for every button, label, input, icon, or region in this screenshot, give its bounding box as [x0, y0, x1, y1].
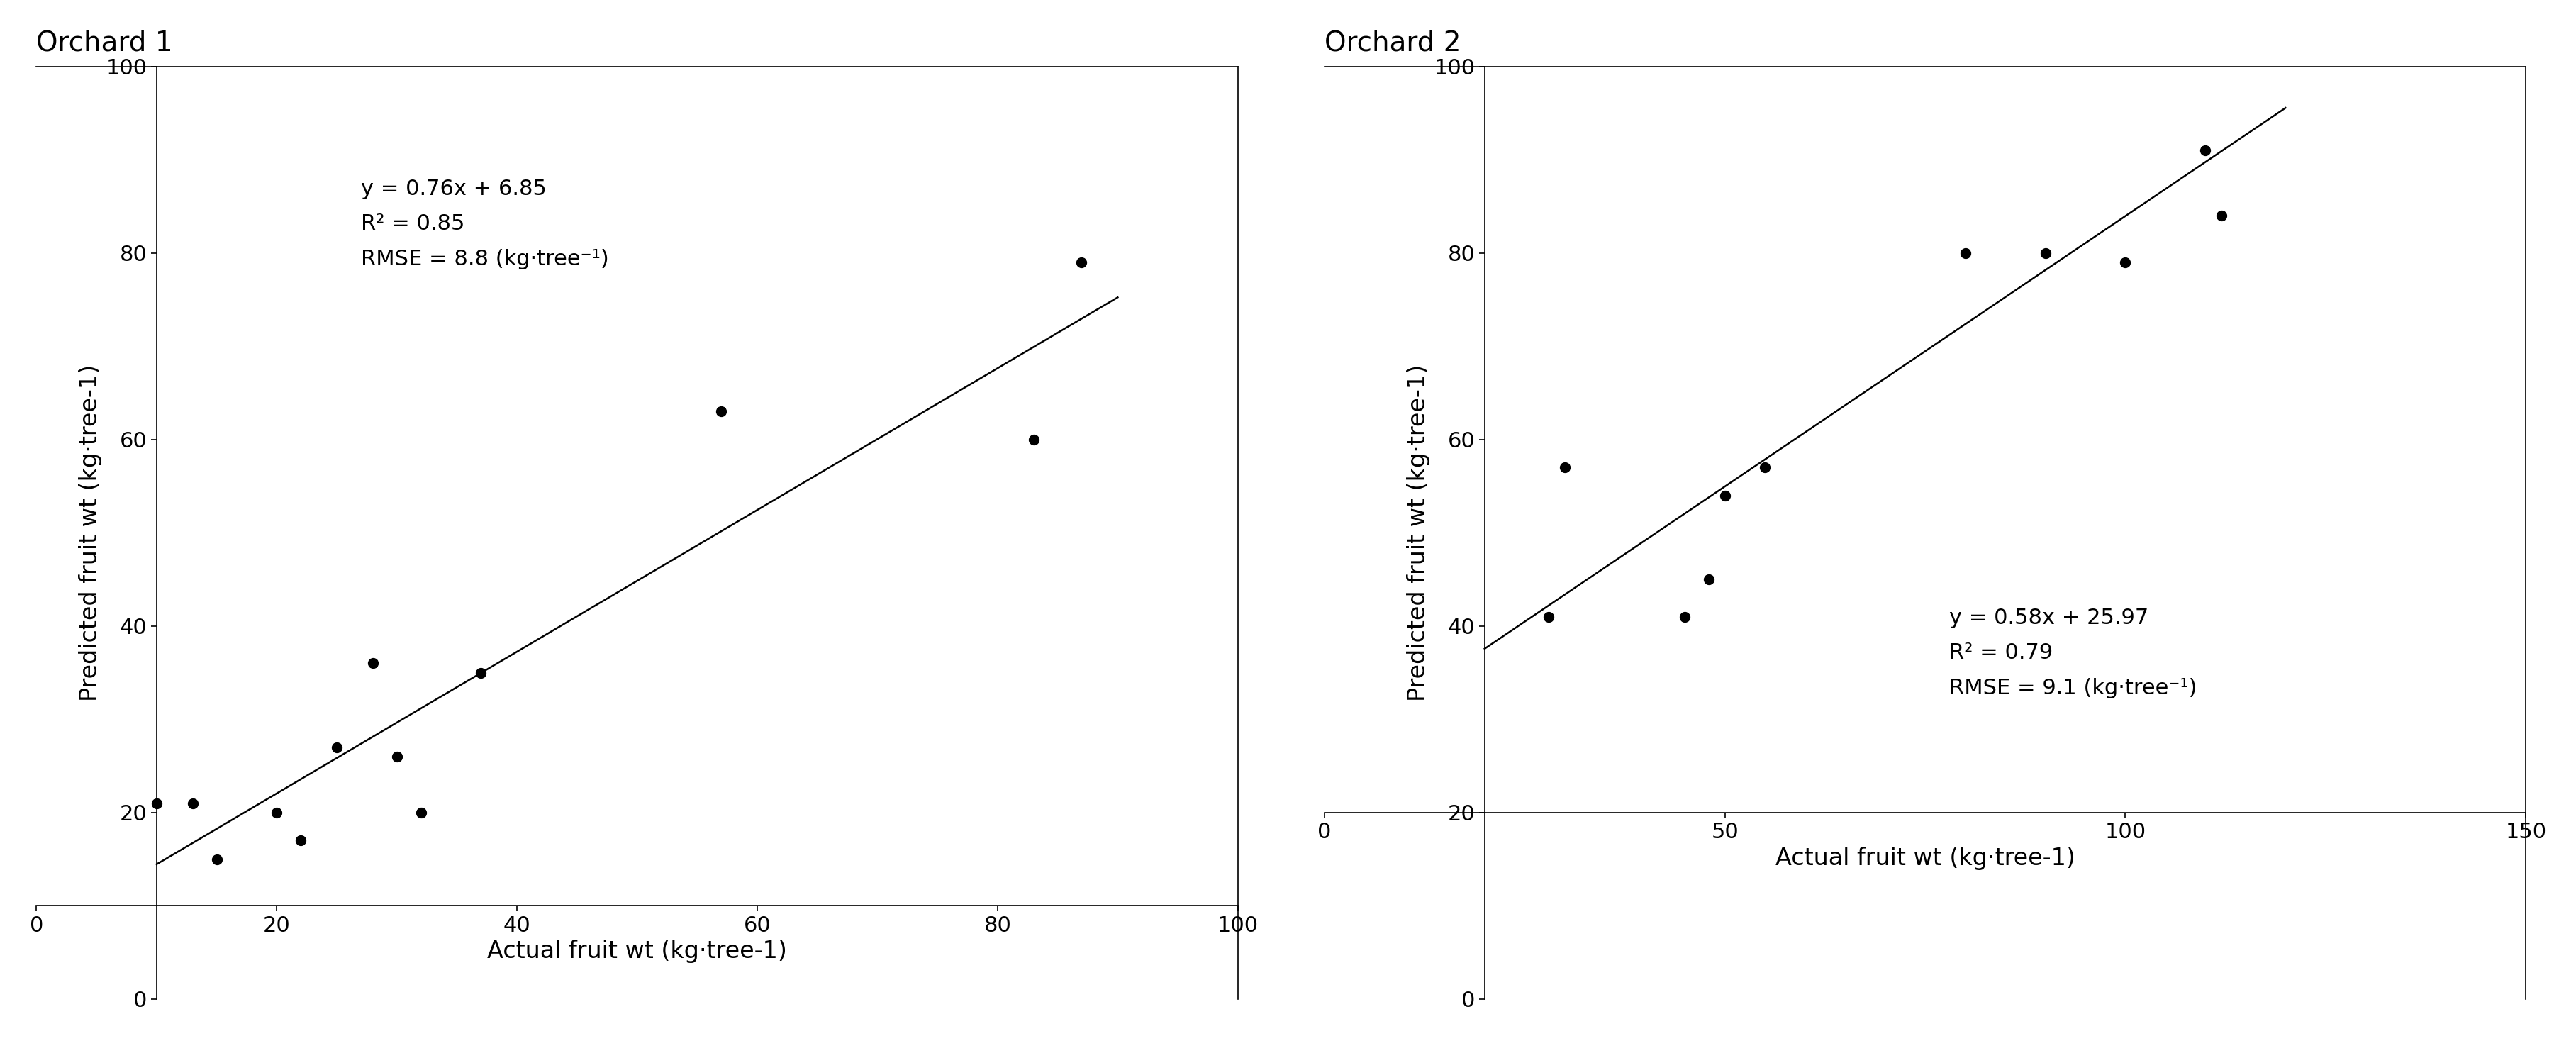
Point	[1528, 608, 1569, 625]
Point	[1061, 254, 1103, 271]
Point	[2105, 254, 2146, 271]
Point	[281, 832, 322, 848]
Point	[1687, 572, 1728, 588]
Point	[353, 655, 394, 671]
Point	[1705, 487, 1747, 504]
Text: Orchard 2: Orchard 2	[1324, 29, 1461, 56]
Point	[1543, 459, 1584, 476]
Point	[2025, 245, 2066, 261]
Point	[2184, 143, 2226, 159]
Text: y = 0.58x + 25.97
R² = 0.79
RMSE = 9.1 (kg·tree⁻¹): y = 0.58x + 25.97 R² = 0.79 RMSE = 9.1 (…	[1950, 607, 2197, 699]
X-axis label: Actual fruit wt (kg·tree-1): Actual fruit wt (kg·tree-1)	[487, 940, 788, 963]
Y-axis label: Predicted fruit wt (kg·tree-1): Predicted fruit wt (kg·tree-1)	[80, 364, 103, 702]
Point	[255, 805, 296, 821]
Point	[1744, 459, 1785, 476]
Y-axis label: Predicted fruit wt (kg·tree-1): Predicted fruit wt (kg·tree-1)	[1406, 364, 1430, 702]
Point	[1012, 431, 1054, 448]
Point	[2200, 207, 2241, 224]
Text: Orchard 1: Orchard 1	[36, 29, 173, 56]
X-axis label: Actual fruit wt (kg·tree-1): Actual fruit wt (kg·tree-1)	[1775, 846, 2076, 870]
Point	[399, 805, 440, 821]
Point	[137, 795, 178, 812]
Point	[701, 403, 742, 420]
Point	[196, 850, 237, 867]
Point	[173, 795, 214, 812]
Text: y = 0.76x + 6.85
R² = 0.85
RMSE = 8.8 (kg·tree⁻¹): y = 0.76x + 6.85 R² = 0.85 RMSE = 8.8 (k…	[361, 178, 608, 270]
Point	[1664, 608, 1705, 625]
Point	[376, 748, 417, 765]
Point	[317, 739, 358, 756]
Point	[461, 664, 502, 681]
Point	[1945, 245, 1986, 261]
